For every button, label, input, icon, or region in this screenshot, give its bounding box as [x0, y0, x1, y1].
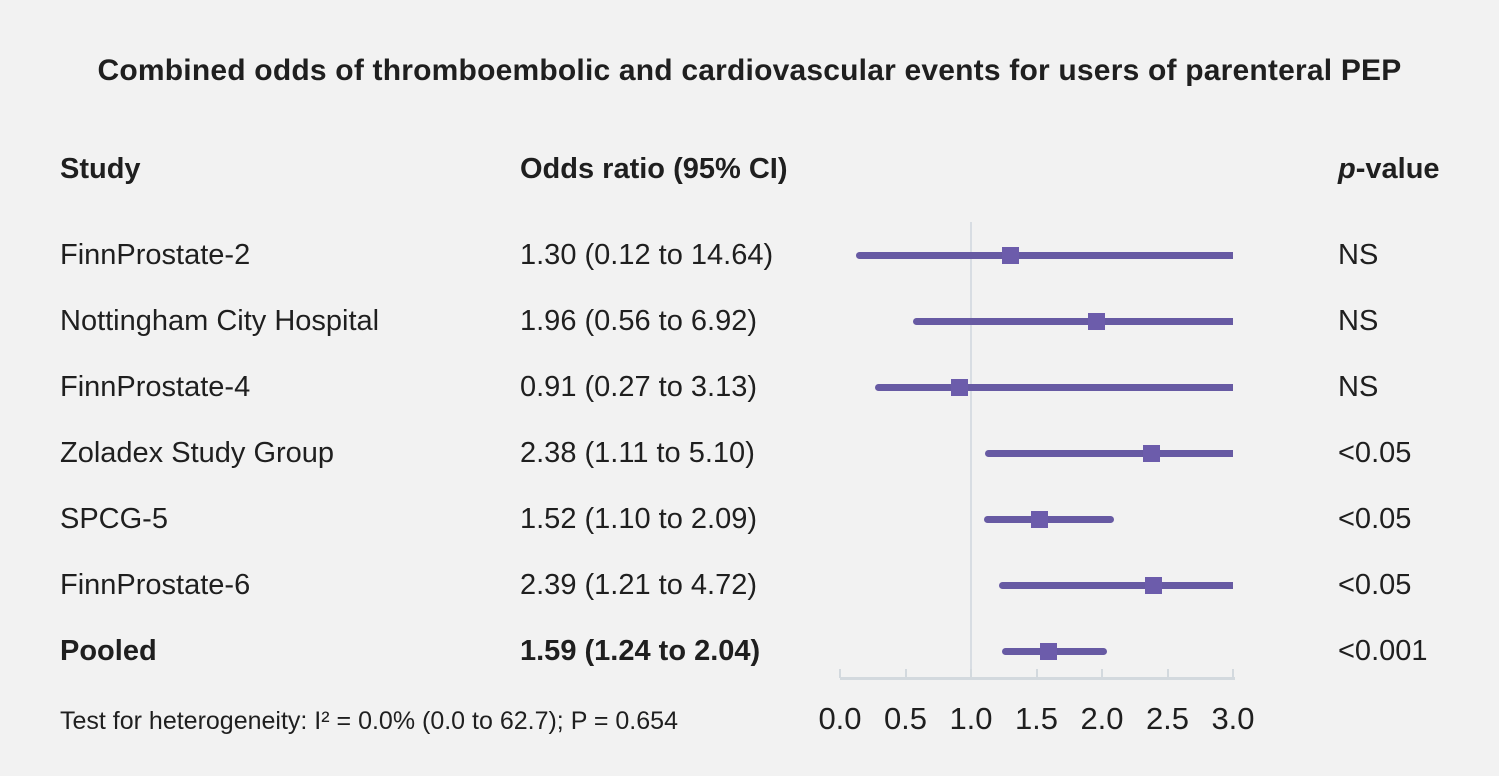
ci-line — [913, 317, 1233, 325]
odds-ratio-label: 1.59 (1.24 to 2.04) — [520, 634, 761, 667]
study-label: Zoladex Study Group — [60, 436, 335, 469]
p-value-label: NS — [1338, 370, 1379, 403]
ci-line — [875, 383, 1233, 391]
ci-line — [984, 515, 1114, 523]
study-label: FinnProstate-2 — [60, 238, 251, 271]
column-header-study: Study — [60, 153, 141, 185]
x-axis-tick-label: 0.5 — [883, 701, 928, 736]
x-axis-tick — [1166, 669, 1169, 678]
column-header-odds-ratio: Odds ratio (95% CI) — [520, 153, 788, 185]
p-value-label: <0.001 — [1338, 634, 1428, 667]
x-axis-tick-label: 1.0 — [949, 701, 993, 736]
x-axis-line — [840, 677, 1235, 680]
odds-ratio-label: 1.30 (0.12 to 14.64) — [520, 238, 774, 271]
p-value-label: NS — [1338, 304, 1379, 337]
study-label: Pooled — [60, 634, 157, 667]
point-marker — [1039, 642, 1057, 660]
study-label: Nottingham City Hospital — [60, 304, 380, 337]
chart-title: Combined odds of thromboembolic and card… — [97, 54, 1402, 87]
x-axis-tick — [1101, 669, 1103, 678]
p-value-label: <0.05 — [1338, 568, 1412, 601]
point-marker — [1088, 312, 1106, 330]
p-value-label: <0.05 — [1338, 436, 1412, 469]
point-marker — [1030, 510, 1048, 528]
point-marker — [1001, 246, 1019, 264]
odds-ratio-label: 1.96 (0.56 to 6.92) — [520, 304, 757, 337]
p-value-header-rest: -value — [1355, 153, 1440, 185]
study-label: SPCG-5 — [60, 502, 168, 535]
ci-line — [998, 581, 1233, 589]
odds-ratio-label: 2.38 (1.11 to 5.10) — [520, 436, 755, 469]
x-axis-tick-label: 1.5 — [1014, 701, 1059, 736]
x-axis-tick — [1035, 669, 1038, 678]
x-axis-tick — [1232, 669, 1234, 678]
heterogeneity-note: Test for heterogeneity: I² = 0.0% (0.0 t… — [60, 707, 678, 735]
point-marker — [1144, 576, 1162, 594]
odds-ratio-label: 0.91 (0.27 to 3.13) — [520, 370, 757, 403]
reference-line-at-1 — [970, 222, 972, 679]
p-value-label: NS — [1338, 238, 1379, 271]
p-value-label: <0.05 — [1338, 502, 1412, 535]
x-axis-tick-label: 2.5 — [1145, 701, 1190, 736]
study-label: FinnProstate-6 — [60, 568, 251, 601]
x-axis-tick-label: 3.0 — [1211, 701, 1255, 736]
x-axis-tick-label: 0.0 — [818, 701, 862, 736]
ci-line — [855, 251, 1233, 259]
study-label: FinnProstate-4 — [60, 370, 251, 403]
x-axis-tick — [839, 669, 841, 678]
point-marker — [950, 378, 968, 396]
column-header-p-value: p-value — [1338, 153, 1440, 186]
p-value-header-italic: p — [1338, 153, 1356, 185]
point-marker — [1143, 444, 1161, 462]
x-axis-tick-label: 2.0 — [1080, 701, 1124, 736]
odds-ratio-label: 1.52 (1.10 to 2.09) — [520, 502, 757, 535]
ci-line — [985, 449, 1233, 457]
x-axis-tick — [904, 669, 907, 678]
odds-ratio-label: 2.39 (1.21 to 4.72) — [520, 568, 757, 601]
x-axis-tick — [970, 669, 972, 678]
